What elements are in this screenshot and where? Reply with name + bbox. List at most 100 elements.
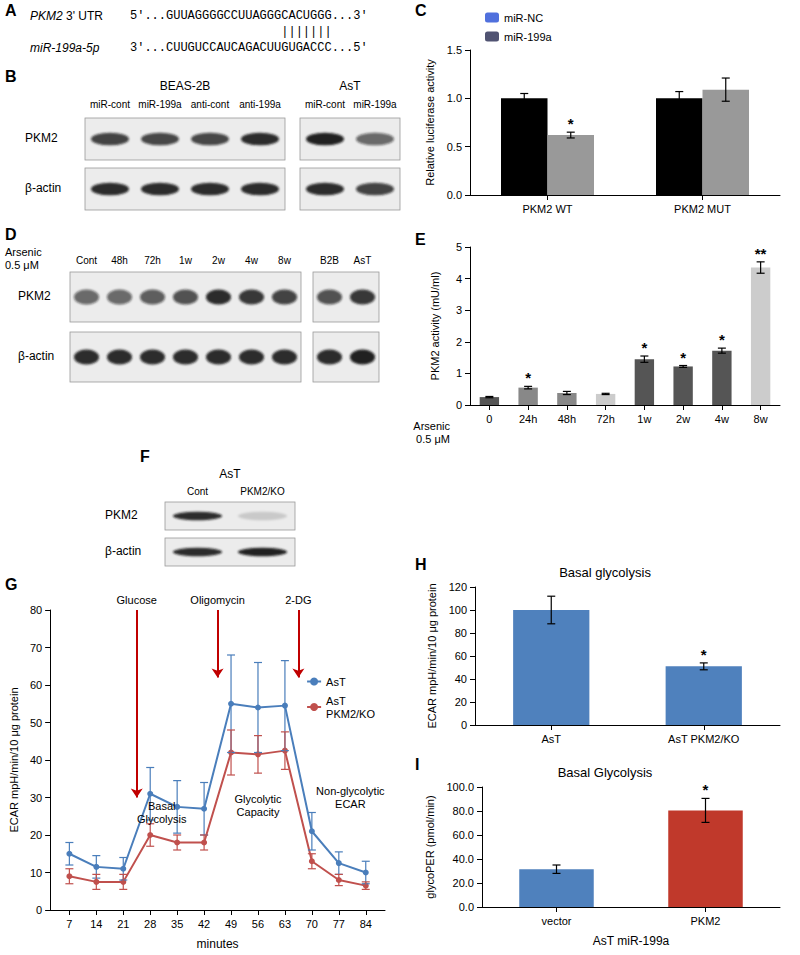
svg-text:Capacity: Capacity [237, 806, 280, 818]
svg-text:I: I [415, 756, 419, 773]
svg-text:72h: 72h [596, 413, 614, 425]
svg-text:PKM2 WT: PKM2 WT [522, 203, 572, 215]
svg-text:0.0: 0.0 [459, 901, 474, 913]
svg-text:40.0: 40.0 [453, 853, 474, 865]
svg-text:Glycolysis: Glycolysis [137, 813, 187, 825]
svg-text:Arsenic: Arsenic [5, 246, 42, 258]
svg-text:48h: 48h [111, 255, 128, 266]
svg-text:1.0: 1.0 [447, 92, 462, 104]
svg-text:14: 14 [90, 918, 102, 930]
svg-text:7: 7 [66, 918, 72, 930]
svg-text:80: 80 [30, 604, 42, 616]
svg-text:anti-cont: anti-cont [191, 99, 230, 110]
svg-text:1.5: 1.5 [447, 44, 462, 56]
svg-text:84: 84 [360, 918, 372, 930]
svg-text:ECAR: ECAR [335, 798, 366, 810]
svg-text:20: 20 [30, 829, 42, 841]
svg-text:1w: 1w [637, 413, 651, 425]
svg-text:0: 0 [486, 413, 492, 425]
svg-text:Glucose: Glucose [117, 594, 157, 606]
svg-text:C: C [415, 2, 427, 19]
svg-text:63: 63 [279, 918, 291, 930]
svg-text:BEAS-2B: BEAS-2B [160, 79, 211, 93]
svg-text:ECAR mpH/min/10 μg protein: ECAR mpH/min/10 μg protein [8, 687, 20, 832]
svg-text:100.0: 100.0 [446, 781, 474, 793]
svg-text:*: * [719, 331, 725, 348]
svg-text:50: 50 [30, 717, 42, 729]
svg-text:AsT: AsT [326, 676, 346, 688]
svg-text:AsT: AsT [326, 695, 346, 707]
svg-text:120: 120 [449, 581, 467, 593]
svg-text:60: 60 [455, 650, 467, 662]
svg-text:30: 30 [30, 792, 42, 804]
svg-text:2w: 2w [676, 413, 690, 425]
svg-text:Non-glycolytic: Non-glycolytic [316, 785, 385, 797]
svg-text:72h: 72h [144, 255, 161, 266]
svg-text:28: 28 [144, 918, 156, 930]
svg-text:D: D [5, 226, 17, 243]
svg-text:H: H [415, 556, 427, 573]
svg-text:0.5 μM: 0.5 μM [416, 433, 450, 445]
svg-text:40: 40 [30, 754, 42, 766]
svg-text:80: 80 [455, 627, 467, 639]
svg-text:β-actin: β-actin [25, 181, 61, 195]
svg-text:AsT: AsT [339, 79, 361, 93]
svg-text:F: F [140, 448, 150, 465]
svg-text:**: ** [755, 245, 767, 262]
svg-text:*: * [568, 115, 574, 132]
svg-text:miR-NC: miR-NC [504, 12, 543, 24]
svg-text:PKM2: PKM2 [691, 915, 721, 927]
svg-text:20.0: 20.0 [453, 877, 474, 889]
svg-text:8w: 8w [278, 255, 292, 266]
svg-text:40: 40 [455, 673, 467, 685]
svg-text:1w: 1w [179, 255, 193, 266]
svg-text:B: B [5, 68, 17, 85]
svg-text:PKM2/KO: PKM2/KO [240, 486, 285, 497]
svg-text:glycoPER (pmol/min): glycoPER (pmol/min) [424, 795, 436, 898]
svg-text:*: * [680, 349, 686, 366]
svg-text:*: * [641, 339, 647, 356]
svg-text:60.0: 60.0 [453, 829, 474, 841]
svg-text:B2B: B2B [320, 255, 339, 266]
svg-text:G: G [5, 576, 17, 593]
svg-text:20: 20 [455, 696, 467, 708]
svg-text:48h: 48h [558, 413, 576, 425]
svg-text:70: 70 [30, 642, 42, 654]
svg-text:miR-cont: miR-cont [90, 99, 130, 110]
svg-text:56: 56 [252, 918, 264, 930]
svg-text:AsT PKM2/KO: AsT PKM2/KO [668, 733, 740, 745]
svg-text:24h: 24h [519, 413, 537, 425]
svg-text:Cont: Cont [76, 255, 97, 266]
svg-text:3: 3 [456, 304, 462, 316]
svg-text:2: 2 [456, 336, 462, 348]
svg-text:AsT: AsT [354, 255, 372, 266]
svg-text:70: 70 [306, 918, 318, 930]
svg-text:21: 21 [117, 918, 129, 930]
svg-text:miR-199a: miR-199a [504, 31, 553, 43]
svg-text:1: 1 [456, 367, 462, 379]
svg-text:Basal glycolysis: Basal glycolysis [559, 565, 651, 580]
svg-text:4: 4 [456, 273, 462, 285]
svg-text:PKM2: PKM2 [25, 131, 58, 145]
svg-text:PKM2 activity (mU/ml): PKM2 activity (mU/ml) [429, 272, 441, 381]
svg-text:β-actin: β-actin [18, 349, 54, 363]
svg-text:80.0: 80.0 [453, 805, 474, 817]
svg-text:0.5: 0.5 [447, 141, 462, 153]
svg-text:42: 42 [198, 918, 210, 930]
svg-text:anti-199a: anti-199a [239, 99, 281, 110]
svg-text:AsT miR-199a: AsT miR-199a [593, 934, 670, 948]
svg-text:*: * [701, 646, 707, 663]
svg-text:miR-cont: miR-cont [305, 99, 345, 110]
svg-text:E: E [415, 231, 426, 248]
svg-text:60: 60 [30, 679, 42, 691]
svg-text:PKM2: PKM2 [18, 289, 51, 303]
svg-text:Oligomycin: Oligomycin [190, 594, 244, 606]
svg-text:minutes: minutes [197, 937, 239, 951]
svg-text:miR-199a: miR-199a [353, 99, 397, 110]
svg-text:0.5 μM: 0.5 μM [5, 259, 39, 271]
svg-text:A: A [5, 2, 17, 19]
svg-text:PKM2: PKM2 [105, 508, 138, 522]
svg-text:49: 49 [225, 918, 237, 930]
svg-text:*: * [525, 369, 531, 386]
svg-text:0: 0 [461, 719, 467, 731]
